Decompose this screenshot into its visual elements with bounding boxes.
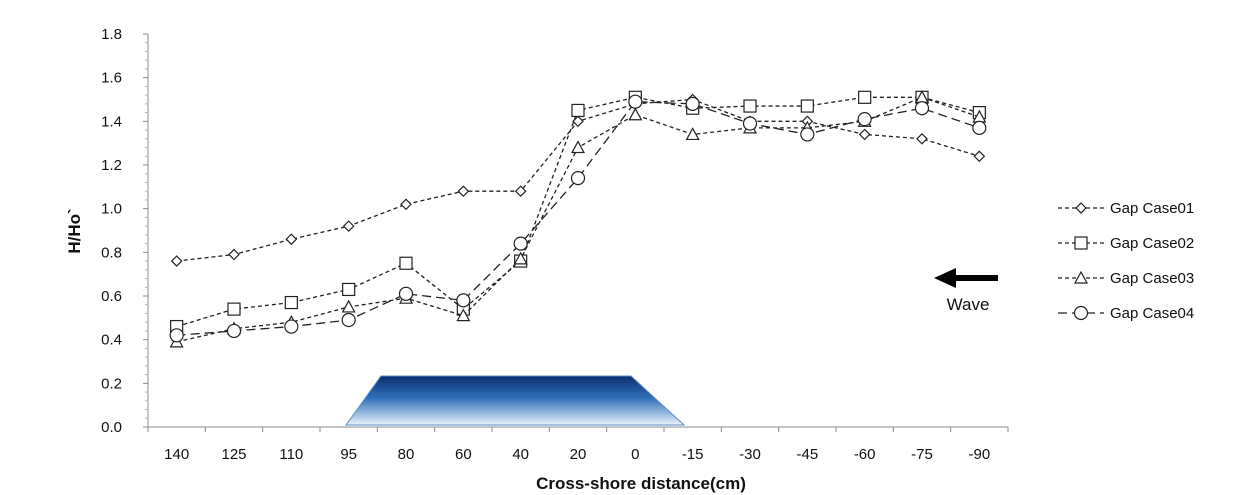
circle-data-point [513,236,528,251]
triangle-data-point [513,251,528,265]
x-tick-label: 40 [512,446,529,463]
diamond-data-point [170,255,183,267]
triangle-data-point [341,299,356,313]
legend-item: Gap Case04 [1058,305,1194,322]
wave-arrow-icon [934,268,998,288]
x-tick-label: 80 [398,446,415,463]
x-tick-label: -60 [854,446,876,463]
x-tick-label: -45 [796,446,818,463]
series-4 [169,94,987,343]
triangle-data-point [685,127,700,141]
diamond-data-point [457,185,470,198]
series-layer [169,90,987,348]
x-axis-title: Cross-shore distance(cm) [536,474,746,493]
triangle-data-point [570,140,586,154]
y-axis-ticks: 0.0 0.2 0.4 0.6 0.8 1.0 1.2 1.4 1.6 1.8 [101,26,148,436]
series-2 [170,90,986,334]
circle-data-point [169,328,184,343]
circle-data-point [972,120,987,135]
triangle-data-point [456,308,471,322]
legend-label: Gap Case03 [1110,270,1194,287]
y-tick-label: 0.6 [101,288,122,305]
legend-item: Gap Case03 [1058,270,1194,287]
square-data-point [399,256,413,270]
diamond-data-point [342,220,355,232]
legend-triangle-marker [1073,270,1089,284]
legend-square-marker [1074,236,1088,250]
y-axis-title: H/Ho` [65,208,84,253]
diamond-data-point [973,150,986,163]
triangle-data-point [628,107,643,121]
square-data-point [800,99,814,113]
square-data-point [858,90,872,104]
square-data-point [571,103,585,118]
diamond-data-point [514,185,527,198]
x-tick-label: -15 [682,446,704,463]
diamond-data-point [285,233,298,246]
circle-data-point [456,293,471,308]
x-tick-label: -75 [911,446,933,463]
x-tick-label: 20 [570,446,587,463]
y-tick-label: 0.0 [101,419,122,436]
circle-data-point [742,116,758,131]
diamond-data-point [916,132,928,145]
x-tick-label: 110 [279,446,303,463]
square-data-point [227,302,241,316]
x-axis-ticks: 140 125 110 95 80 60 40 20 0 -15 -30 -45 -60 -75 -90 [147,427,1009,463]
square-data-point [743,99,757,113]
circle-data-point [628,94,643,109]
x-tick-label: -30 [739,446,761,463]
y-tick-label: 1.6 [101,70,122,87]
y-tick-label: 1.8 [101,26,122,43]
legend-item: Gap Case02 [1058,235,1194,252]
square-data-point [284,295,298,310]
circle-data-point [570,171,586,186]
x-tick-label: 0 [631,446,639,463]
x-tick-label: 60 [455,446,472,463]
circle-data-point [398,286,414,301]
legend-label: Gap Case02 [1110,235,1194,252]
diamond-data-point [400,198,412,211]
legend: Gap Case01 Gap Case02 Gap Case03 Gap Case04 [1058,200,1194,322]
y-tick-label: 1.4 [101,113,122,130]
circle-data-point [685,96,700,111]
x-tick-label: -90 [968,446,990,463]
circle-data-point [226,323,242,339]
x-tick-label: 125 [221,446,246,463]
y-tick-label: 1.0 [101,201,122,218]
y-tick-label: 0.8 [101,244,122,261]
x-tick-label: 140 [164,446,189,463]
legend-item: Gap Case01 [1058,200,1194,217]
circle-data-point [341,312,356,328]
y-tick-label: 0.4 [101,332,122,349]
legend-diamond-marker [1075,202,1087,214]
square-data-point [342,282,356,297]
circle-data-point [284,319,299,334]
y-tick-label: 0.2 [101,375,122,392]
diamond-data-point [858,128,871,141]
series-line [176,96,980,328]
circle-data-point [914,101,930,116]
x-tick-label: 95 [340,446,357,463]
diamond-data-point [228,248,240,261]
series-line [176,101,980,336]
wave-label: Wave [947,295,990,314]
breakwater-structure [345,375,686,426]
circle-data-point [800,127,815,142]
legend-circle-marker [1073,305,1089,321]
circle-data-point [857,112,872,127]
legend-label: Gap Case04 [1110,305,1194,322]
y-tick-label: 1.2 [101,157,122,174]
legend-label: Gap Case01 [1110,200,1194,217]
